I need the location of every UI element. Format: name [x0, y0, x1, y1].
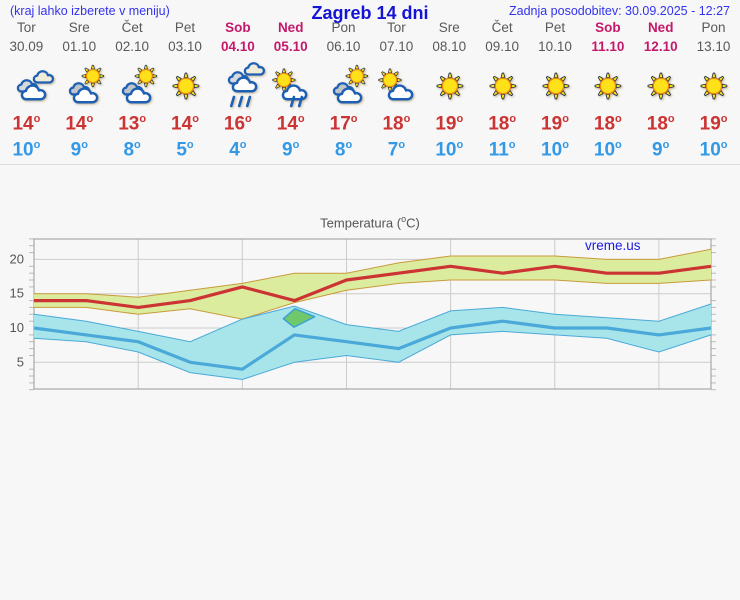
svg-text:15: 15 — [10, 286, 24, 301]
svg-text:10: 10 — [10, 320, 24, 335]
svg-text:20: 20 — [10, 251, 24, 266]
svg-text:vreme.us: vreme.us — [585, 238, 641, 253]
svg-text:5: 5 — [17, 354, 24, 369]
